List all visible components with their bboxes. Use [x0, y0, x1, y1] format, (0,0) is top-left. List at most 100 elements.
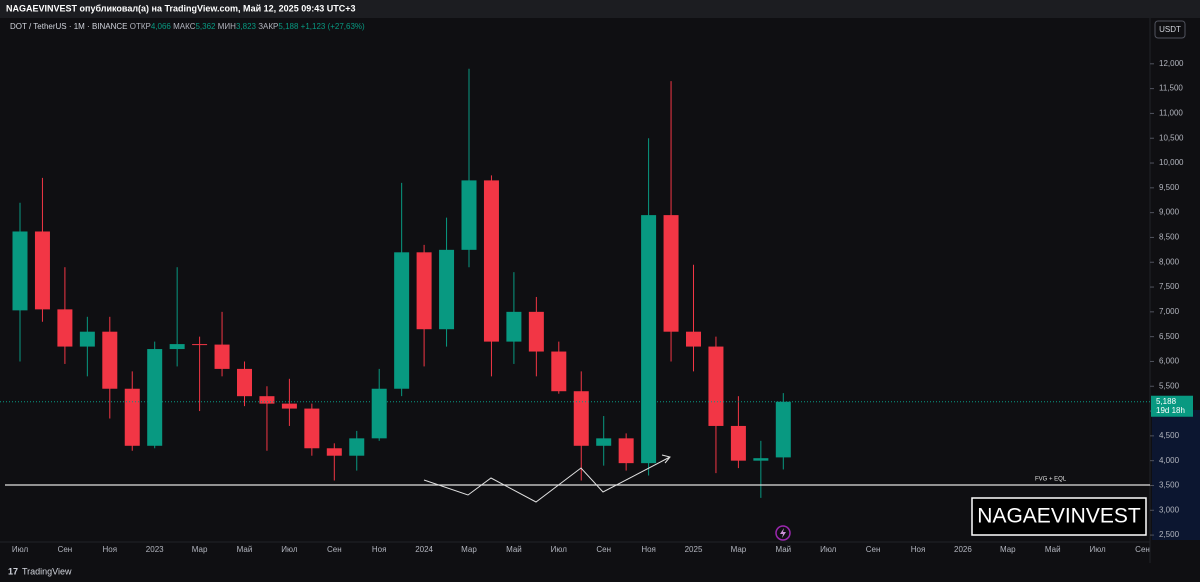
x-tick-label: Ноя	[103, 545, 118, 554]
candle-body	[34, 231, 50, 310]
x-tick-label: Июл	[551, 545, 568, 554]
candle-body	[461, 180, 477, 250]
legend-label: МАКС	[173, 22, 196, 31]
candle-body	[528, 311, 544, 352]
y-tick-label: 4,500	[1159, 431, 1180, 440]
x-tick-label: Май	[1045, 545, 1061, 554]
y-tick-label: 6,000	[1159, 357, 1180, 366]
candle-body	[775, 401, 791, 458]
legend-value: 4,066	[151, 22, 172, 31]
candle-body	[79, 331, 95, 347]
x-tick-label: Июл	[281, 545, 298, 554]
y-tick-label: 11,500	[1159, 84, 1183, 93]
candle-body	[618, 438, 634, 464]
header-text: NAGAEVINVEST опубликовал(а) на TradingVi…	[6, 3, 355, 13]
x-tick-label: Май	[237, 545, 253, 554]
x-tick-label: Ноя	[372, 545, 387, 554]
candle-body	[124, 388, 140, 446]
x-tick-label: Мар	[192, 545, 208, 554]
x-tick-label: Ноя	[641, 545, 656, 554]
x-tick-label: Июл	[12, 545, 29, 554]
x-tick-label: Сен	[1135, 545, 1150, 554]
x-tick-label: Май	[775, 545, 791, 554]
y-tick-label: 9,000	[1159, 208, 1180, 217]
footer-logo: 17	[8, 566, 18, 576]
legend-label: МИН	[218, 22, 236, 31]
legend-value: 3,823	[236, 22, 257, 31]
candle-body	[371, 388, 387, 439]
y-tick-label: 7,500	[1159, 282, 1180, 291]
legend-symbol: DOT / TetherUS · 1M · BINANCE	[10, 22, 128, 31]
candle-body	[753, 458, 769, 461]
candle-body	[281, 403, 297, 409]
x-tick-label: Июл	[820, 545, 837, 554]
y-tick-label: 6,500	[1159, 332, 1180, 341]
y-tick-label: 4,000	[1159, 456, 1180, 465]
x-tick-label: Сен	[327, 545, 342, 554]
header-bar	[0, 0, 1200, 18]
y-tick-label: 9,500	[1159, 183, 1180, 192]
watermark: NAGAEVINVEST	[977, 505, 1141, 528]
candle-body	[237, 368, 252, 397]
y-tick-label: 7,000	[1159, 307, 1180, 316]
candle-body	[416, 252, 432, 330]
candle-body	[506, 311, 522, 342]
x-tick-label: Мар	[1000, 545, 1016, 554]
x-tick-label: Май	[506, 545, 522, 554]
legend-value: 5,362	[195, 22, 216, 31]
candle-body	[686, 331, 701, 347]
candle-body	[57, 309, 73, 347]
candle-body	[641, 215, 657, 464]
watermark-box	[971, 497, 1147, 536]
x-tick-label: Мар	[461, 545, 477, 554]
footer-text: TradingView	[22, 566, 72, 576]
candle-body	[192, 344, 208, 346]
arrow-head	[661, 454, 671, 464]
candle-body	[304, 408, 320, 449]
candle-body	[349, 438, 365, 456]
x-tick-label: 2023	[146, 545, 164, 554]
candle-body	[663, 215, 679, 332]
legend-value: 5,188	[278, 22, 299, 31]
candle-body	[483, 180, 499, 342]
candle-body	[730, 425, 746, 461]
candle-body	[12, 231, 28, 311]
x-tick-label: 2025	[685, 545, 703, 554]
y-tick-label: 8,500	[1159, 233, 1180, 242]
legend-label: ЗАКР	[258, 22, 278, 31]
candle-body	[708, 346, 724, 426]
y-tick-label: 5,500	[1159, 381, 1180, 390]
y-tick-label: 8,000	[1159, 257, 1180, 266]
legend-label: ОТКР	[130, 22, 151, 31]
currency-button[interactable]	[1154, 20, 1186, 39]
fvg-label: FVG + EQL	[1035, 477, 1067, 483]
event-icon-bolt	[780, 528, 786, 538]
legend-change: +1,123 (+27,63%)	[301, 22, 365, 31]
x-tick-label: 2024	[415, 545, 433, 554]
y-tick-label: 11,000	[1159, 109, 1183, 118]
x-tick-label: Сен	[866, 545, 881, 554]
candle-body	[102, 331, 118, 389]
x-tick-label: Ноя	[911, 545, 926, 554]
price-scale-highlight	[1152, 410, 1200, 540]
candle-body	[326, 448, 342, 456]
price-tag-countdown: 19d 18h	[1156, 406, 1185, 415]
y-tick-label: 2,500	[1159, 530, 1180, 539]
candle-body	[147, 349, 163, 446]
candle-body	[394, 252, 410, 389]
x-tick-label: Мар	[731, 545, 747, 554]
candle-body	[596, 438, 612, 446]
candle-body	[551, 351, 567, 392]
candle-body	[259, 396, 275, 404]
y-tick-label: 3,000	[1159, 505, 1180, 514]
price-tag	[1151, 395, 1193, 417]
currency-button-label[interactable]: USDT	[1159, 25, 1181, 34]
footer-bar	[0, 563, 1200, 582]
x-tick-label: Сен	[596, 545, 611, 554]
zigzag-drawing	[423, 456, 671, 503]
event-icon[interactable]	[775, 525, 791, 541]
x-tick-label: 2026	[954, 545, 972, 554]
